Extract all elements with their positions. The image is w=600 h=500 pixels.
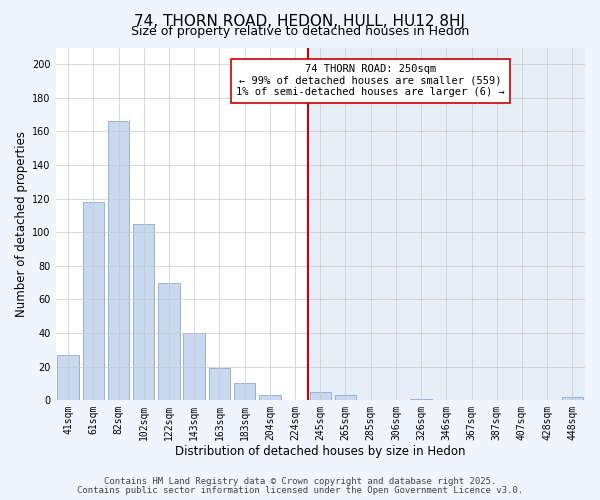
Text: Contains public sector information licensed under the Open Government Licence v3: Contains public sector information licen… <box>77 486 523 495</box>
Bar <box>158 282 180 400</box>
Bar <box>410 398 432 400</box>
Bar <box>562 397 583 400</box>
Bar <box>184 333 205 400</box>
Text: Contains HM Land Registry data © Crown copyright and database right 2025.: Contains HM Land Registry data © Crown c… <box>104 477 496 486</box>
Bar <box>83 202 104 400</box>
Bar <box>133 224 154 400</box>
Bar <box>209 368 230 400</box>
Bar <box>310 392 331 400</box>
Bar <box>335 395 356 400</box>
Bar <box>259 395 281 400</box>
Text: Size of property relative to detached houses in Hedon: Size of property relative to detached ho… <box>131 25 469 38</box>
X-axis label: Distribution of detached houses by size in Hedon: Distribution of detached houses by size … <box>175 444 466 458</box>
Text: 74, THORN ROAD, HEDON, HULL, HU12 8HJ: 74, THORN ROAD, HEDON, HULL, HU12 8HJ <box>134 14 466 29</box>
Bar <box>108 122 129 400</box>
Bar <box>308 48 585 400</box>
Text: 74 THORN ROAD: 250sqm
← 99% of detached houses are smaller (559)
1% of semi-deta: 74 THORN ROAD: 250sqm ← 99% of detached … <box>236 64 505 98</box>
Bar <box>234 384 256 400</box>
Y-axis label: Number of detached properties: Number of detached properties <box>15 131 28 317</box>
Bar <box>58 355 79 400</box>
